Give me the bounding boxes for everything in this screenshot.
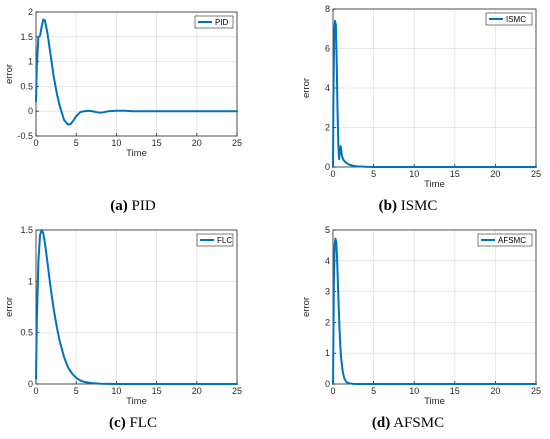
legend-box-d (477, 233, 533, 247)
y-tick-label-d-2: 2 (325, 317, 330, 327)
legend-label-c: FLC (217, 236, 232, 245)
x-tick-label-a-0: 0 (33, 138, 38, 148)
x-tick-label-c-2: 10 (111, 386, 121, 396)
y-tick-label-c-1: 0.5 (20, 328, 33, 338)
plot-area-c (36, 230, 237, 384)
series-line-c-0 (35, 229, 238, 385)
y-tick-label-b-1: 2 (325, 123, 330, 133)
caption-b: (b) ISMC (379, 198, 438, 215)
caption-d-text: AFSMC (393, 415, 445, 431)
series-line-b-0 (332, 19, 537, 168)
legend-label-d: AFSMC (498, 236, 526, 245)
x-tick-label-d-3: 15 (450, 386, 460, 396)
plot-area-d (333, 230, 536, 384)
x-tick-label-c-1: 5 (74, 386, 79, 396)
legend-box-b (485, 12, 533, 26)
y-tick-label-a-0: -0.5 (17, 131, 33, 141)
caption-b-letter: (b) (378, 198, 397, 214)
caption-a-letter: (a) (110, 198, 128, 214)
x-tick-label-b-5: 25 (531, 169, 541, 179)
legend-box-c (196, 233, 234, 247)
y-tick-label-c-2: 1 (28, 276, 33, 286)
y-tick-label-b-4: 8 (325, 4, 330, 14)
x-tick-label-d-0: 0 (330, 386, 335, 396)
y-tick-label-a-4: 1.5 (20, 32, 33, 42)
y-tick-label-d-3: 3 (325, 287, 330, 297)
y-tick-label-c-0: 0 (28, 379, 33, 389)
chart-c: 0 5 10 15 20 25 0 0.5 1 1.5 Time error FLC (4, 225, 242, 407)
legend-b: ISMC (485, 12, 533, 26)
x-axis-label-b: Time (424, 179, 445, 190)
caption-c: (c) FLC (109, 415, 157, 432)
y-tick-label-d-0: 0 (325, 379, 330, 389)
x-axis-label-c: Time (126, 396, 147, 407)
y-tick-label-b-0: 0 (325, 162, 330, 172)
caption-b-text: ISMC (400, 198, 438, 214)
x-tick-label-d-5: 25 (531, 386, 541, 396)
y-axis-label-b: error (301, 78, 312, 98)
x-tick-label-b-4: 20 (490, 169, 500, 179)
x-tick-label-d-4: 20 (490, 386, 500, 396)
caption-d-letter: (d) (371, 415, 391, 431)
chart-b: 0 5 10 15 20 25 0 2 4 6 8 Time error ISMC (301, 4, 541, 190)
legend-a: PID (194, 15, 234, 29)
y-tick-label-a-2: 0.5 (20, 81, 33, 91)
x-tick-label-b-1: 5 (371, 169, 376, 179)
y-tick-label-b-2: 4 (325, 83, 330, 93)
series-line-d-0 (332, 237, 537, 385)
x-tick-label-c-5: 25 (232, 386, 242, 396)
x-tick-label-d-1: 5 (371, 386, 376, 396)
legend-c: FLC (196, 233, 234, 247)
y-tick-label-b-3: 6 (325, 44, 330, 54)
caption-c-text: FLC (129, 415, 157, 431)
y-tick-label-a-1: 0 (28, 106, 33, 116)
legend-d: AFSMC (477, 233, 533, 247)
x-tick-label-b-3: 15 (450, 169, 460, 179)
x-axis-label-d: Time (424, 396, 445, 407)
legend-box-a (194, 15, 234, 29)
y-axis-label-d: error (301, 297, 312, 317)
caption-a-text: PID (131, 198, 156, 214)
caption-c-letter: (c) (109, 415, 126, 431)
caption-a: (a) PID (110, 198, 155, 215)
series-line-a-0 (35, 18, 238, 126)
x-tick-label-a-3: 15 (152, 138, 162, 148)
x-tick-label-a-5: 25 (232, 138, 242, 148)
y-tick-label-d-5: 5 (325, 225, 330, 235)
y-tick-label-c-3: 1.5 (20, 225, 33, 235)
legend-label-b: ISMC (506, 15, 526, 24)
x-tick-label-c-4: 20 (192, 386, 202, 396)
y-tick-label-d-4: 4 (325, 256, 330, 266)
y-axis-label-c: error (4, 297, 15, 317)
x-tick-label-c-3: 15 (152, 386, 162, 396)
y-tick-label-a-3: 1 (28, 57, 33, 67)
y-tick-label-a-5: 2 (28, 7, 33, 17)
x-tick-label-b-2: 10 (409, 169, 419, 179)
legend-label-a: PID (215, 18, 229, 27)
x-tick-label-a-2: 10 (111, 138, 121, 148)
caption-d: (d) AFSMC (372, 415, 444, 432)
chart-d: 0 5 10 15 20 25 0 1 2 3 4 5 Time error AFSMC (301, 225, 541, 407)
y-axis-label-a: error (4, 64, 15, 84)
x-tick-label-a-4: 20 (192, 138, 202, 148)
plot-area-a (36, 12, 237, 136)
x-tick-label-d-2: 10 (409, 386, 419, 396)
x-tick-label-b-0: 0 (330, 169, 335, 179)
y-tick-label-d-1: 1 (325, 348, 330, 358)
x-axis-label-a: Time (126, 148, 147, 159)
x-tick-label-c-0: 0 (33, 386, 38, 396)
x-tick-label-a-1: 5 (74, 138, 79, 148)
